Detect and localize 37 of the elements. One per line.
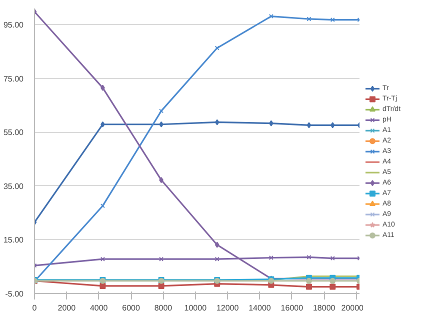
x-tick-label: 0 xyxy=(32,304,38,312)
x-tick-label: 20000 xyxy=(341,304,364,312)
x-tick-label: 10000 xyxy=(184,304,208,312)
x-tick-label: 18000 xyxy=(312,304,336,312)
point xyxy=(214,242,220,248)
x-tick-label: 4000 xyxy=(90,304,108,312)
y-tick-label: 55.00 xyxy=(3,128,24,138)
point xyxy=(159,108,164,114)
point xyxy=(214,119,220,126)
point xyxy=(268,255,274,260)
point xyxy=(306,254,312,260)
y-tick-label: 15.00 xyxy=(3,236,24,245)
x-tick-label: 12000 xyxy=(216,304,240,312)
point xyxy=(100,256,105,262)
point xyxy=(159,256,164,262)
point xyxy=(330,18,335,22)
point xyxy=(214,256,220,262)
point xyxy=(306,16,312,22)
point xyxy=(330,284,336,290)
y-tick-label: 75.00 xyxy=(3,74,24,84)
point xyxy=(100,204,105,208)
point xyxy=(268,14,274,19)
y-tick-label: -5.00 xyxy=(5,290,24,298)
point xyxy=(330,256,335,261)
point xyxy=(214,46,220,50)
x-tick-label: 6000 xyxy=(122,304,140,312)
point xyxy=(158,282,164,289)
point xyxy=(306,122,312,128)
x-tick-label: 16000 xyxy=(280,304,304,312)
point xyxy=(100,282,106,289)
x-tick-label: 14000 xyxy=(248,304,272,312)
point xyxy=(306,284,312,290)
y-tick-label: 95.00 xyxy=(3,20,24,30)
y-tick-label: 35.00 xyxy=(3,182,24,191)
x-tick-label: 2000 xyxy=(58,304,76,312)
x-tick-label: 8000 xyxy=(154,304,173,312)
point xyxy=(330,122,335,128)
